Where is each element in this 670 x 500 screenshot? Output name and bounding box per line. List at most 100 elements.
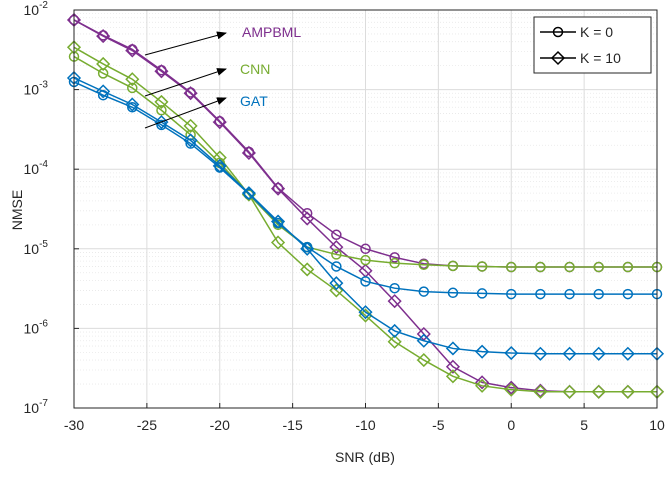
marker: [183, 118, 198, 133]
annotation: CNN: [240, 61, 270, 77]
marker: [475, 378, 490, 393]
x-tick-label: -5: [432, 417, 445, 433]
y-tick-base: 10: [24, 400, 40, 416]
marker: [622, 288, 634, 300]
marker: [562, 384, 577, 399]
marker: [620, 384, 635, 399]
y-tick-exponent: -4: [39, 159, 48, 170]
series-line: [73, 81, 657, 295]
y-tick-label: 10-5: [24, 239, 49, 257]
y-tick-base: 10: [24, 320, 40, 336]
y-tick-label: 10-6: [24, 318, 49, 336]
marker: [533, 346, 548, 361]
y-tick-exponent: -6: [39, 318, 48, 329]
marker: [445, 341, 461, 356]
y-tick-exponent: -7: [39, 398, 48, 409]
marker: [535, 288, 546, 300]
series-line: [73, 77, 657, 355]
marker: [329, 240, 344, 255]
marker: [476, 288, 488, 299]
marker: [241, 145, 256, 161]
marker: [127, 82, 138, 94]
x-tick-label: 0: [507, 417, 515, 433]
y-axis-label: NMSE: [9, 190, 25, 230]
marker: [591, 384, 606, 399]
marker: [475, 344, 490, 359]
marker: [360, 243, 371, 255]
marker: [387, 323, 402, 338]
marker: [620, 346, 635, 361]
marker: [389, 282, 400, 294]
y-tick-base: 10: [24, 161, 40, 177]
marker: [125, 43, 140, 58]
legend-box: [533, 16, 652, 74]
marker: [358, 305, 373, 320]
marker: [504, 380, 519, 395]
marker: [241, 186, 256, 201]
marker: [387, 334, 402, 349]
x-tick-label: -20: [210, 417, 230, 433]
y-tick-label: 10-2: [24, 0, 49, 18]
y-tick-base: 10: [24, 2, 40, 18]
marker: [360, 276, 371, 287]
marker: [562, 346, 577, 361]
legend-marker: [550, 50, 566, 66]
marker: [533, 383, 548, 398]
marker: [212, 158, 227, 173]
annotation: GAT: [240, 93, 268, 109]
annotation-arrow: [144, 97, 227, 129]
marker: [416, 333, 431, 348]
marker: [125, 97, 140, 112]
marker: [504, 382, 519, 397]
marker: [416, 353, 431, 368]
marker: [504, 345, 519, 361]
marker: [331, 249, 342, 260]
marker: [564, 288, 575, 300]
y-tick-label: 10-4: [24, 159, 49, 177]
x-tick-label: -10: [355, 417, 375, 433]
marker: [270, 235, 286, 250]
marker: [506, 261, 517, 273]
x-tick-label: -15: [283, 417, 303, 433]
marker: [212, 115, 227, 130]
legend-label: K = 10: [580, 50, 621, 66]
annotation-arrow: [144, 68, 227, 97]
x-tick-label: -25: [137, 417, 157, 433]
marker: [535, 261, 546, 273]
marker: [445, 369, 461, 384]
marker: [593, 261, 604, 273]
marker: [418, 259, 430, 271]
marker: [270, 214, 286, 229]
marker: [389, 257, 400, 269]
marker: [96, 29, 111, 44]
legend-label: K = 0: [580, 24, 613, 40]
marker: [300, 262, 315, 277]
marker: [447, 287, 459, 299]
x-tick-label: 10: [649, 417, 665, 433]
marker: [418, 286, 430, 297]
marker: [96, 84, 111, 99]
marker: [125, 72, 140, 87]
y-tick-exponent: -3: [39, 80, 48, 91]
series-line: [73, 46, 657, 393]
annotation: AMPBML: [242, 24, 301, 40]
marker: [387, 294, 402, 309]
marker: [622, 261, 634, 273]
y-tick-exponent: -5: [39, 239, 48, 250]
marker: [183, 133, 198, 148]
y-tick-label: 10-3: [24, 80, 49, 98]
marker: [475, 375, 490, 390]
marker: [300, 211, 315, 226]
marker: [447, 260, 459, 272]
marker: [533, 384, 548, 399]
y-tick-base: 10: [24, 241, 40, 257]
marker: [593, 288, 604, 300]
annotation-arrow: [144, 31, 227, 56]
marker: [389, 252, 400, 263]
marker: [331, 229, 342, 241]
x-tick-label: -30: [64, 417, 84, 433]
marker: [329, 283, 344, 298]
marker: [445, 359, 461, 374]
marker: [564, 261, 575, 273]
